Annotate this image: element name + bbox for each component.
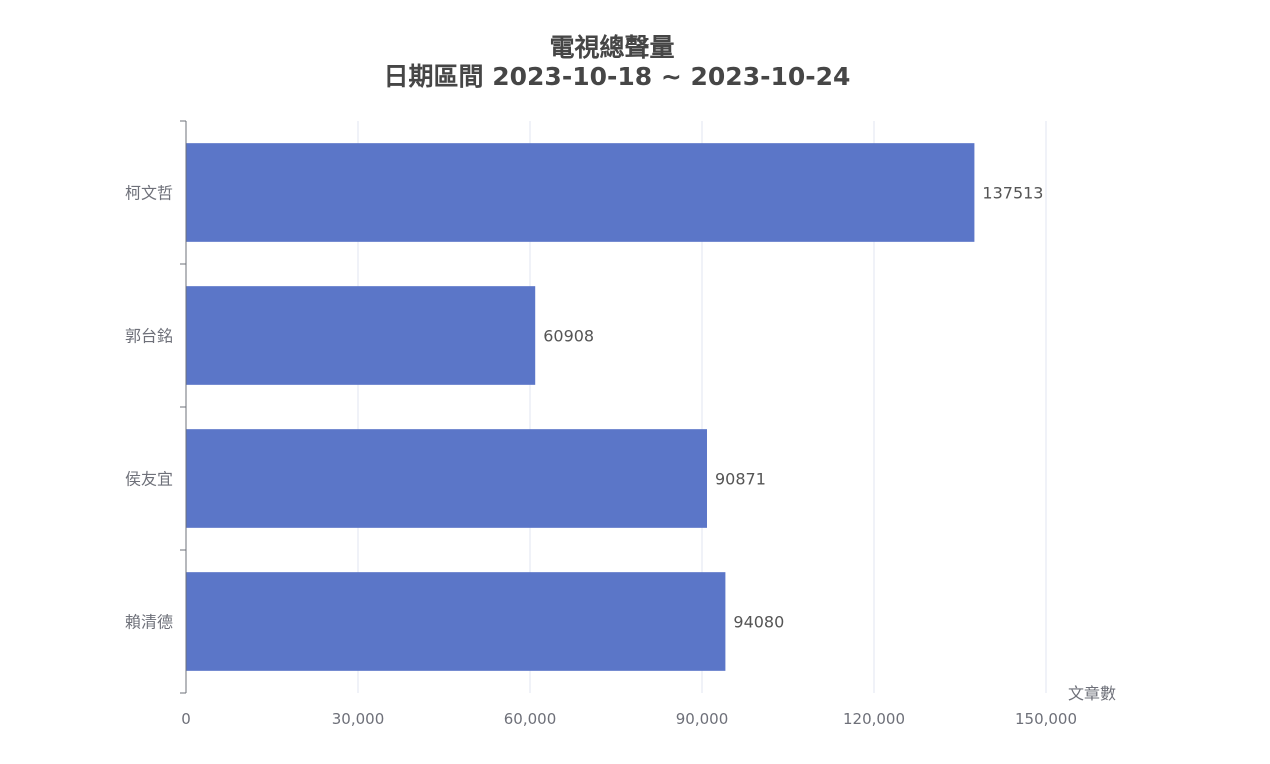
bar-value-label: 90871: [715, 470, 766, 489]
bar[interactable]: [186, 143, 975, 242]
y-category-label: 侯友宜: [125, 470, 173, 489]
x-tick-label: 60,000: [504, 710, 557, 728]
x-axis-name: 文章數: [1068, 684, 1116, 703]
x-tick-label: 30,000: [332, 710, 385, 728]
x-tick-label: 90,000: [676, 710, 729, 728]
bar[interactable]: [186, 429, 707, 528]
y-category-label: 柯文哲: [125, 184, 173, 203]
axes: [180, 120, 187, 694]
labels: 0 30,000 60,000 90,000 120,000 150,000 柯文哲 1375…: [125, 184, 1077, 729]
x-tick-label: 120,000: [843, 710, 905, 728]
x-tick-label: 0: [181, 710, 191, 728]
bars: [186, 143, 975, 671]
bar[interactable]: [186, 286, 536, 385]
bar-value-label: 137513: [982, 184, 1043, 203]
x-tick-label: 150,000: [1015, 710, 1077, 728]
chart-title: 電視總聲量: [549, 33, 674, 62]
bar[interactable]: [186, 572, 726, 671]
bar-value-label: 60908: [543, 327, 594, 346]
y-category-label: 賴清德: [125, 613, 173, 632]
bar-value-label: 94080: [733, 613, 784, 632]
chart-subtitle: 日期區間 2023-10-18 ~ 2023-10-24: [384, 62, 851, 91]
y-category-label: 郭台銘: [125, 327, 173, 346]
